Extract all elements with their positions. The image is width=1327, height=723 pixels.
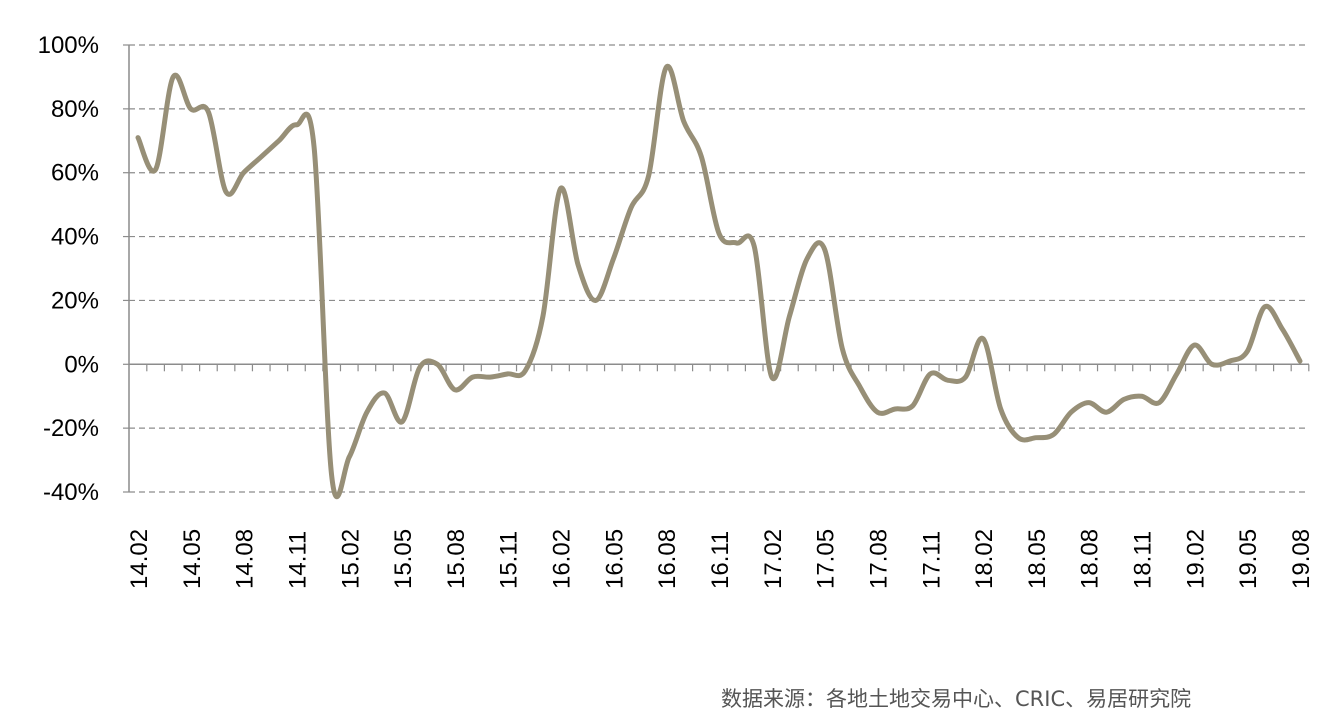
series-group [135, 63, 1303, 499]
x-tick-label: 18.02 [971, 529, 998, 589]
y-tick-label: 60% [51, 160, 99, 187]
x-tick-label: 19.02 [1182, 529, 1209, 589]
y-tick-label: 80% [51, 96, 99, 123]
source-note: 数据来源：各地土地交易中心、CRIC、易居研究院 [721, 687, 1192, 711]
x-tick-label: 14.08 [232, 529, 259, 589]
x-tick-label: 15.05 [390, 529, 417, 589]
y-axis-tick-labels: 100% 80% 60% 40% 20% 0% -20% -40% [38, 32, 99, 506]
x-tick-label: 16.11 [707, 531, 734, 589]
x-tick-label: 15.11 [496, 531, 523, 589]
y-tick-label: 40% [51, 224, 99, 251]
x-tick-label: 17.02 [760, 529, 787, 589]
series-line [135, 63, 1303, 499]
x-tick-label: 15.08 [443, 529, 470, 589]
axes [123, 44, 1310, 493]
x-tick-label: 19.08 [1288, 529, 1315, 589]
y-tick-label: 20% [51, 287, 99, 314]
x-tick-label: 14.11 [284, 531, 311, 589]
x-tick-label: 17.05 [813, 529, 840, 589]
x-tick-label: 16.02 [549, 529, 576, 589]
x-tick-label: 17.11 [918, 531, 945, 589]
x-tick-label: 17.08 [865, 529, 892, 589]
x-tick-label: 19.05 [1235, 529, 1262, 589]
x-tick-label: 16.08 [654, 529, 681, 589]
x-tick-label: 18.08 [1077, 529, 1104, 589]
y-tick-label: -20% [43, 415, 99, 442]
x-tick-label: 16.05 [601, 529, 628, 589]
x-tick-label: 14.05 [179, 529, 206, 589]
x-axis-tick-labels: 14.02 14.05 14.08 14.11 15.02 15.05 15.08 15.11… [126, 529, 1315, 589]
y-tick-label: 0% [64, 351, 99, 378]
x-tick-label: 18.11 [1130, 531, 1157, 589]
x-tick-label: 14.02 [126, 529, 153, 589]
y-tick-label: -40% [43, 479, 99, 506]
x-tick-label: 15.02 [337, 529, 364, 589]
x-tick-label: 18.05 [1024, 529, 1051, 589]
y-tick-label: 100% [38, 32, 99, 59]
